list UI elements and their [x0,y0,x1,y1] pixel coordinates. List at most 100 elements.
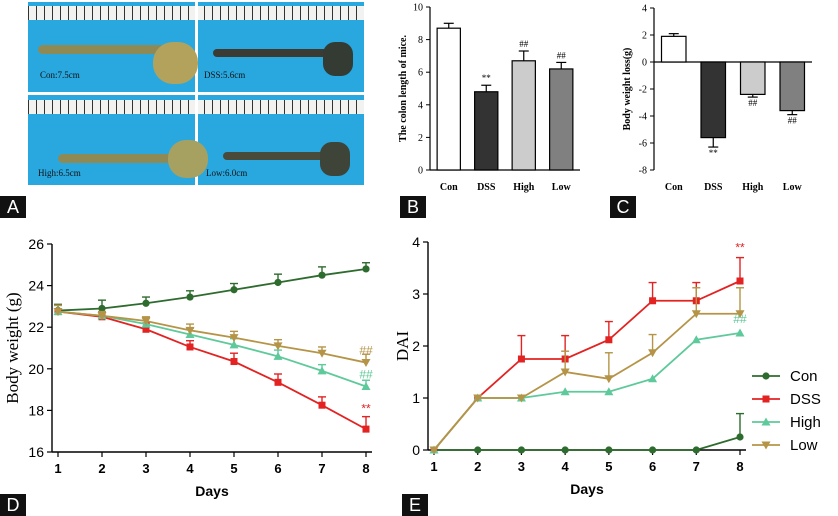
y-axis-label: The colon length of mice. [398,35,409,142]
panel-c: -8 -6 -4 -2 0 2 4 Con ** DSS ## High ## Low Body weigh… [610,0,838,220]
colon-photograph: Con:7.5cm DSS:5.6cm High:6.5cm Low:6.0cm [28,2,364,185]
bar-con [660,35,687,63]
x-tick-label: 1 [54,461,61,476]
y-tick-label: 16 [28,444,44,460]
colon-length-chart: 0 2 4 6 8 10 Con ** DSS ## High ## Low The colon leng… [398,3,580,193]
y-tick-label: 8 [418,35,423,46]
point-high [273,351,283,360]
panel-letter-e: E [402,494,428,516]
x-category-label: Low [783,182,803,193]
y-tick-label: 0 [642,58,647,69]
x-tick-label: 7 [318,461,325,476]
x-tick-label: 1 [430,459,437,474]
point-low [560,368,570,377]
colon-dss [213,49,343,57]
y-tick-label: 10 [413,3,423,14]
point-high [229,340,239,349]
point-dss [517,355,525,363]
x-tick-label: 8 [362,461,369,476]
bar-high [511,60,536,171]
y-axis-label: Body weight loss(g) [622,48,633,131]
y-tick-label: 2 [412,338,420,354]
point-con [762,372,770,380]
bar-con [436,27,461,171]
point-con [517,446,526,454]
weight-loss-chart: -8 -6 -4 -2 0 2 4 Con ** DSS ## High ## Low Body weigh… [622,4,812,193]
x-tick-label: 2 [474,459,481,474]
y-tick-label: 4 [412,234,420,250]
x-tick-label: 6 [649,459,656,474]
point-low [185,326,195,335]
x-category-label: Low [552,182,572,193]
significance-mark: ## [733,312,747,326]
series-line-high [57,310,367,388]
point-high [361,381,371,390]
significance-mark: ## [519,39,529,49]
significance-mark: ** [709,148,719,158]
y-axis-label: Body weight (g) [3,292,22,403]
x-category-label: High [513,182,535,193]
point-dss [605,336,613,344]
colon-high-curve [168,140,208,178]
point-high [761,417,771,426]
point-low [735,310,745,319]
y-tick-label: 2 [418,133,423,144]
colon-high [58,154,188,163]
x-tick-label: 2 [98,461,105,476]
significance-mark: ## [557,50,567,60]
panel-a: Con:7.5cm DSS:5.6cm High:6.5cm Low:6.0cm… [0,0,380,220]
point-con [648,446,657,454]
panel-b: 0 2 4 6 8 10 Con ** DSS ## High ## Low The colon leng… [392,0,602,220]
x-tick-label: 3 [518,459,525,474]
point-low [141,317,151,326]
series-line-low [433,312,740,451]
y-tick-label: 18 [28,402,44,418]
x-category-label: DSS [704,182,723,193]
photo-label-low: Low:6.0cm [206,168,248,178]
x-category-label: High [742,182,764,193]
x-axis-label: Days [195,483,229,499]
bar-dss [700,61,727,139]
point-low [273,342,283,351]
photo-label-con: Con:7.5cm [40,70,80,80]
y-tick-label: 6 [418,68,423,79]
x-category-label: DSS [477,182,496,193]
y-tick-label: 24 [28,278,44,294]
point-dss [362,425,370,433]
colon-low [223,152,333,160]
y-tick-label: 0 [418,166,423,177]
y-tick-label: 1 [412,390,420,406]
x-tick-label: 4 [562,459,570,474]
point-high [604,387,614,396]
panel-letter-d: D [0,494,26,516]
colon-con-curve [153,42,198,84]
point-low [317,349,327,358]
point-low [604,375,614,384]
y-tick-label: 20 [28,361,44,377]
point-dss [186,343,194,351]
x-category-label: Con [440,182,458,193]
x-axis-label: Days [570,481,604,497]
series-line-dss [57,310,367,430]
point-dss [649,297,657,305]
colon-low-curve [320,142,350,176]
point-high [735,328,745,337]
bar-dss [474,91,499,171]
body-weight-chart: 16 18 20 22 24 26 1 2 3 4 5 6 7 8 Days Body weight (g) #… [3,236,373,499]
panel-letter-b: B [400,196,426,218]
point-dss [274,378,282,386]
point-low [473,394,483,403]
y-tick-label: 22 [28,319,44,335]
point-dss [318,401,326,409]
point-con [274,278,282,287]
significance-mark: ** [482,73,492,83]
point-low [53,308,63,317]
point-low [97,312,107,321]
bar-high [739,61,766,96]
point-con [474,446,482,454]
x-tick-label: 7 [693,459,700,474]
point-low [229,334,239,343]
panel-e: 0 1 2 3 4 1 2 3 4 5 6 7 8 Days DAI ** ## Con DSS High Low E [393,226,838,516]
photo-label-high: High:6.5cm [38,168,81,178]
y-tick-label: -4 [639,112,647,123]
